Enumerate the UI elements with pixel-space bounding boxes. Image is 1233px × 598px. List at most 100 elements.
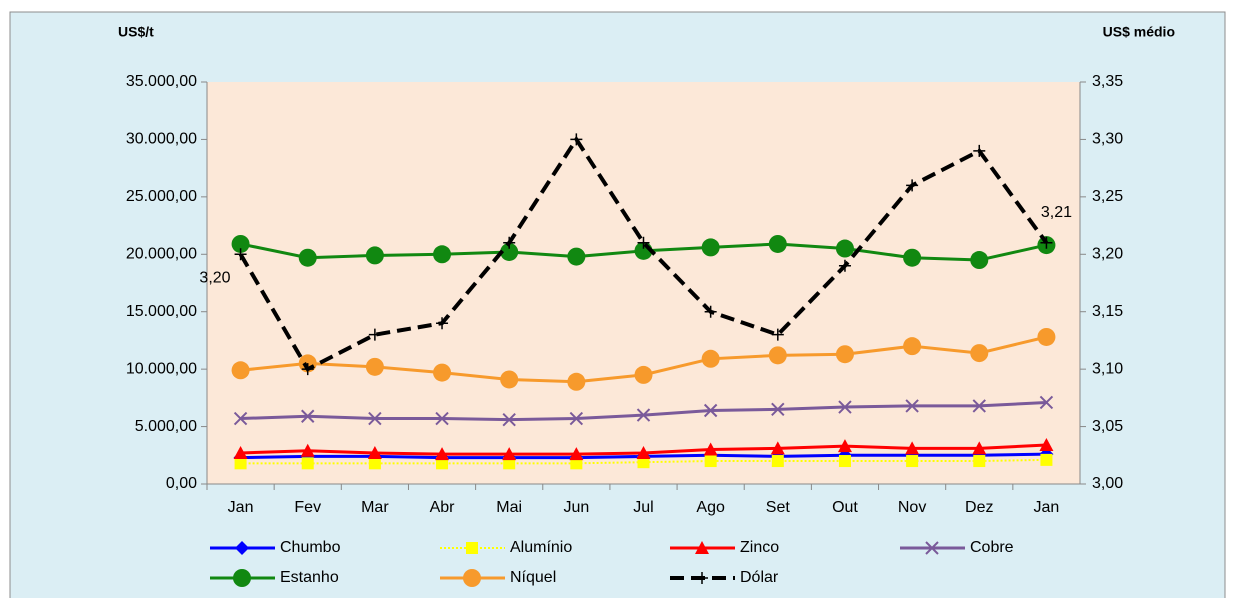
point [906,455,919,468]
x-tick-label: Ago [696,499,725,516]
point [435,411,449,426]
y-tick-label: 0,00 [166,475,197,492]
point [973,144,986,157]
legend-marker [233,569,251,587]
y-tick-label: 35.000,00 [126,73,197,90]
point [368,328,381,341]
y-tick-label: 5.000,00 [135,418,197,435]
y-axis-label: US$/t [118,24,154,40]
point [771,402,785,417]
point [906,179,919,192]
y2-tick-label: 3,05 [1092,418,1123,435]
point [703,442,718,456]
point [233,445,248,459]
point [637,456,650,469]
x-tick-label: Mai [496,499,522,516]
point [636,408,651,422]
legend-marker [466,542,478,554]
x-tick-label: Abr [430,499,456,516]
point [433,245,452,264]
legend-marker [463,569,481,587]
legend-label: Cobre [970,539,1014,556]
point [1037,327,1056,346]
point [973,455,986,468]
point [771,328,784,341]
point [838,259,851,272]
x-tick-label: Mar [361,499,389,516]
y2-tick-label: 3,20 [1092,246,1123,263]
point [502,412,516,427]
point [970,251,989,270]
point [636,445,651,459]
y2-tick-label: 3,25 [1092,188,1123,205]
y-tick-label: 15.000,00 [126,303,197,320]
y-tick-label: 30.000,00 [126,131,197,148]
point [433,363,452,382]
point [770,441,785,455]
point [704,455,717,468]
point [368,457,381,470]
point [637,236,650,249]
point [703,403,718,418]
legend-marker [925,541,939,555]
point [1040,236,1053,249]
point [503,457,516,470]
y2-tick-label: 3,10 [1092,360,1123,377]
point [503,236,516,249]
point [634,365,653,384]
y2-tick-label: 3,15 [1092,303,1123,320]
y2-tick-label: 3,00 [1092,475,1123,492]
point [300,443,315,457]
point [970,344,989,363]
point [301,457,314,470]
legend-label: Chumbo [280,539,341,556]
point [569,447,584,461]
point [1039,395,1054,410]
point [838,455,851,468]
point [701,349,720,368]
point [231,234,250,253]
legend-marker [696,572,708,584]
plot-area [207,82,1080,484]
point [837,439,852,453]
point [233,411,248,426]
x-tick-label: Out [832,499,858,516]
point [569,411,584,426]
y2-tick-label: 3,30 [1092,131,1123,148]
point [234,457,247,470]
point [570,133,583,146]
point [771,455,784,468]
legend-marker [695,541,709,554]
point [905,441,920,455]
point [301,409,315,423]
legend-label: Estanho [280,569,339,586]
point [570,457,583,470]
x-tick-label: Dez [965,499,993,516]
point [367,445,382,459]
data-label: 3,21 [1041,204,1072,221]
y2-axis-label: US$ médio [1103,24,1175,40]
point [298,248,317,267]
point [365,357,384,376]
point [701,238,720,257]
point [903,248,922,267]
point [835,345,854,364]
legend-marker [235,541,249,555]
point [368,411,382,426]
legend-label: Níquel [510,569,556,586]
x-tick-label: Fev [294,499,321,516]
point [567,247,586,266]
x-tick-label: Nov [898,499,926,516]
x-tick-label: Jan [1034,499,1060,516]
y2-tick-label: 3,35 [1092,73,1123,90]
point [768,346,787,365]
point [567,372,586,391]
point [500,370,519,389]
x-tick-label: Jan [228,499,254,516]
y-tick-label: 20.000,00 [126,246,197,263]
legend-label: Dólar [740,569,779,586]
point [903,337,922,356]
point [704,305,717,318]
point [500,242,519,261]
